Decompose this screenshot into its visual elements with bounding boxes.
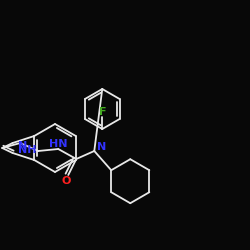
Text: O: O: [62, 176, 71, 186]
Text: NH: NH: [18, 145, 36, 155]
Text: HN: HN: [49, 139, 68, 149]
Text: N: N: [97, 142, 106, 152]
Text: F: F: [98, 107, 106, 117]
Text: N: N: [18, 141, 27, 151]
